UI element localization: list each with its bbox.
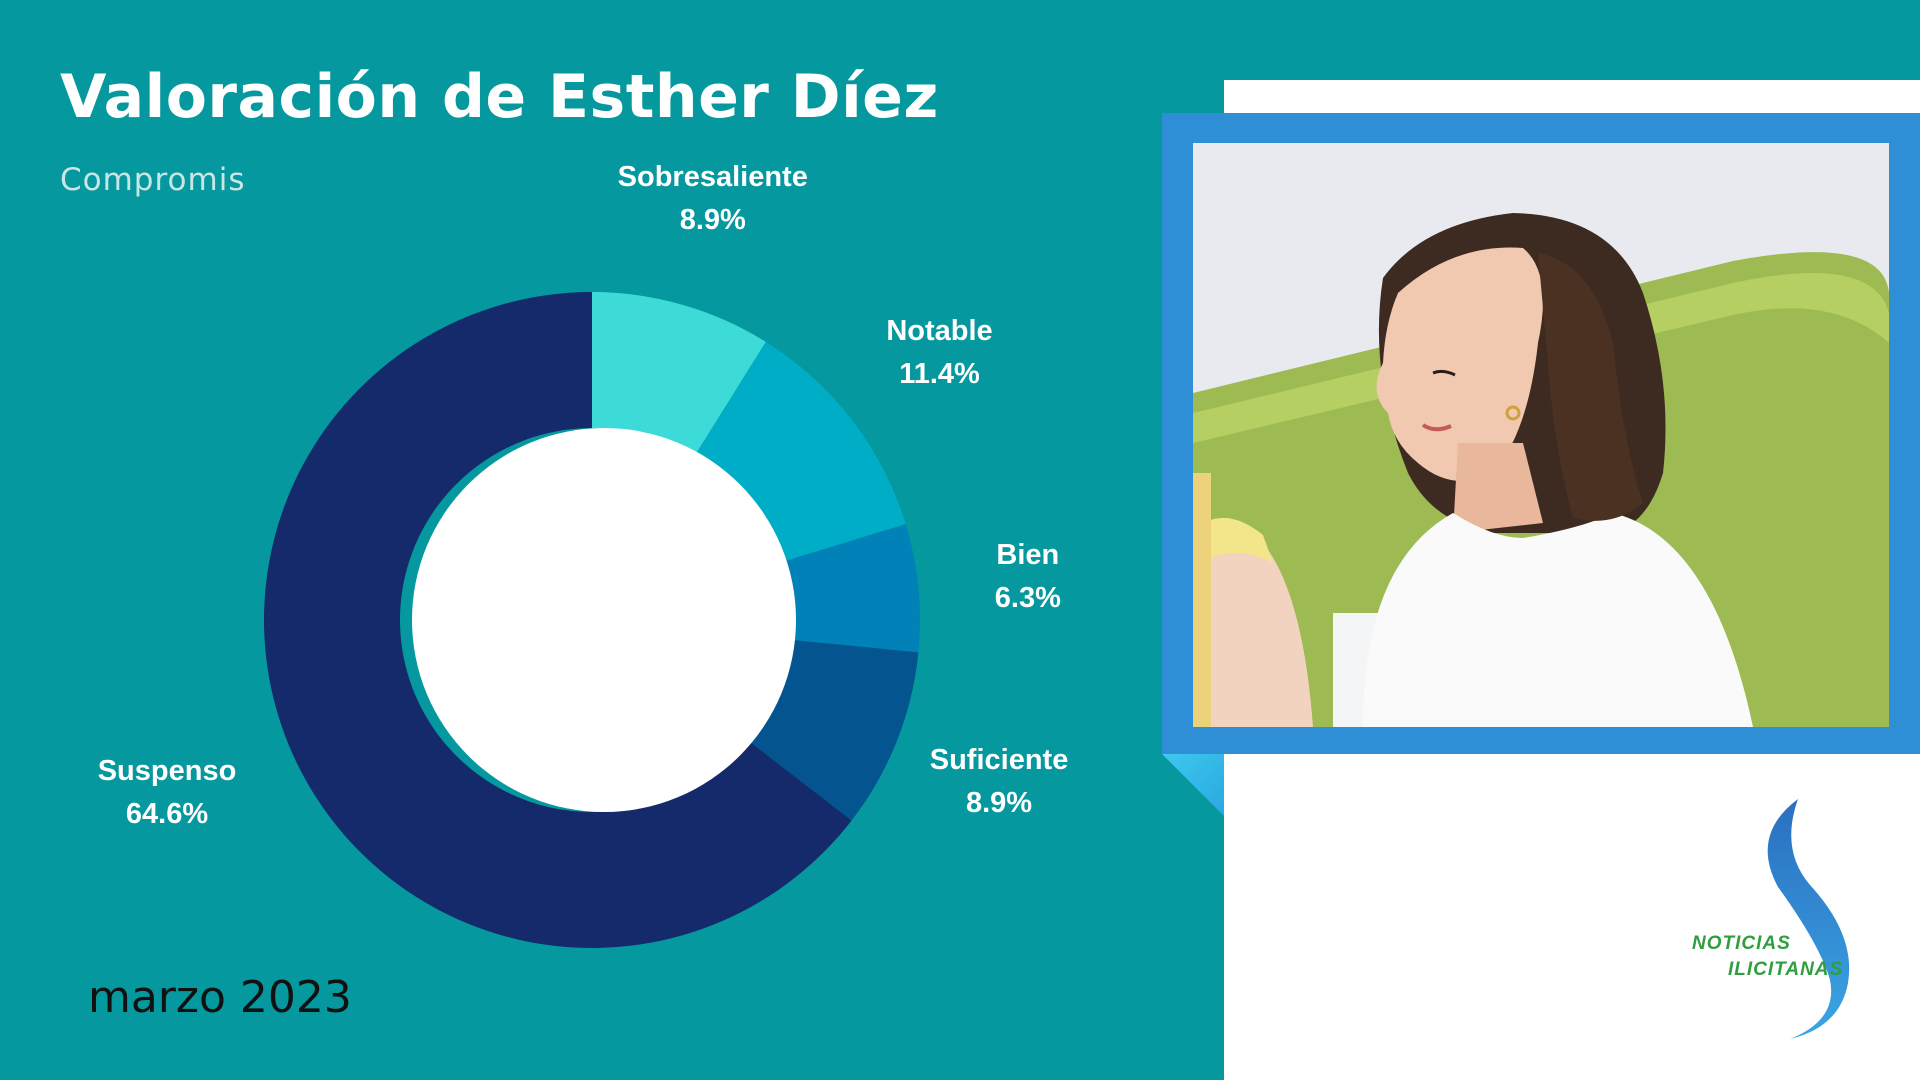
donut-slice-suficiente xyxy=(743,638,919,821)
slice-label-bien: Bien 6.3% xyxy=(995,534,1061,620)
donut-hole xyxy=(412,428,796,812)
donut-chart xyxy=(263,292,920,949)
slice-label-value: 64.6% xyxy=(125,798,209,830)
slice-label-suspenso: Suspenso 64.6% xyxy=(98,750,237,836)
logo-line-1: NOTICIAS xyxy=(1692,933,1791,954)
slice-label-value: 6.3% xyxy=(994,581,1061,614)
donut-slice-suspenso xyxy=(263,292,852,949)
chart-title: Valoración de Esther Díez xyxy=(60,62,939,132)
noticias-ilicitanas-logo: NOTICIAS ILICITANAS xyxy=(1680,795,1890,1045)
slice-label-value: 8.9% xyxy=(679,203,746,236)
slice-label-name: Suficiente xyxy=(929,743,1069,776)
slice-label-notable: Notable 11.4% xyxy=(886,310,992,396)
donut-slice-sobresaliente xyxy=(592,292,766,458)
slice-label-name: Suspenso xyxy=(97,755,237,787)
portrait-photo xyxy=(1193,143,1889,727)
donut-slice-bien xyxy=(775,524,920,653)
donut-slice-notable xyxy=(693,341,906,564)
slice-label-suficiente: Suficiente 8.9% xyxy=(930,739,1069,825)
slice-label-name: Bien xyxy=(996,538,1060,571)
slice-label-sobresaliente: Sobresaliente 8.9% xyxy=(618,156,808,242)
logo-line-2: ILICITANAS xyxy=(1728,959,1844,980)
s-swoosh-logo-icon xyxy=(1767,799,1850,1039)
slice-label-name: Sobresaliente xyxy=(617,160,808,193)
slice-label-value: 8.9% xyxy=(965,786,1033,819)
slice-label-value: 11.4% xyxy=(899,358,980,391)
chart-subtitle: Compromis xyxy=(60,162,246,198)
slice-label-name: Notable xyxy=(886,315,993,348)
date-label: marzo 2023 xyxy=(88,972,352,1023)
